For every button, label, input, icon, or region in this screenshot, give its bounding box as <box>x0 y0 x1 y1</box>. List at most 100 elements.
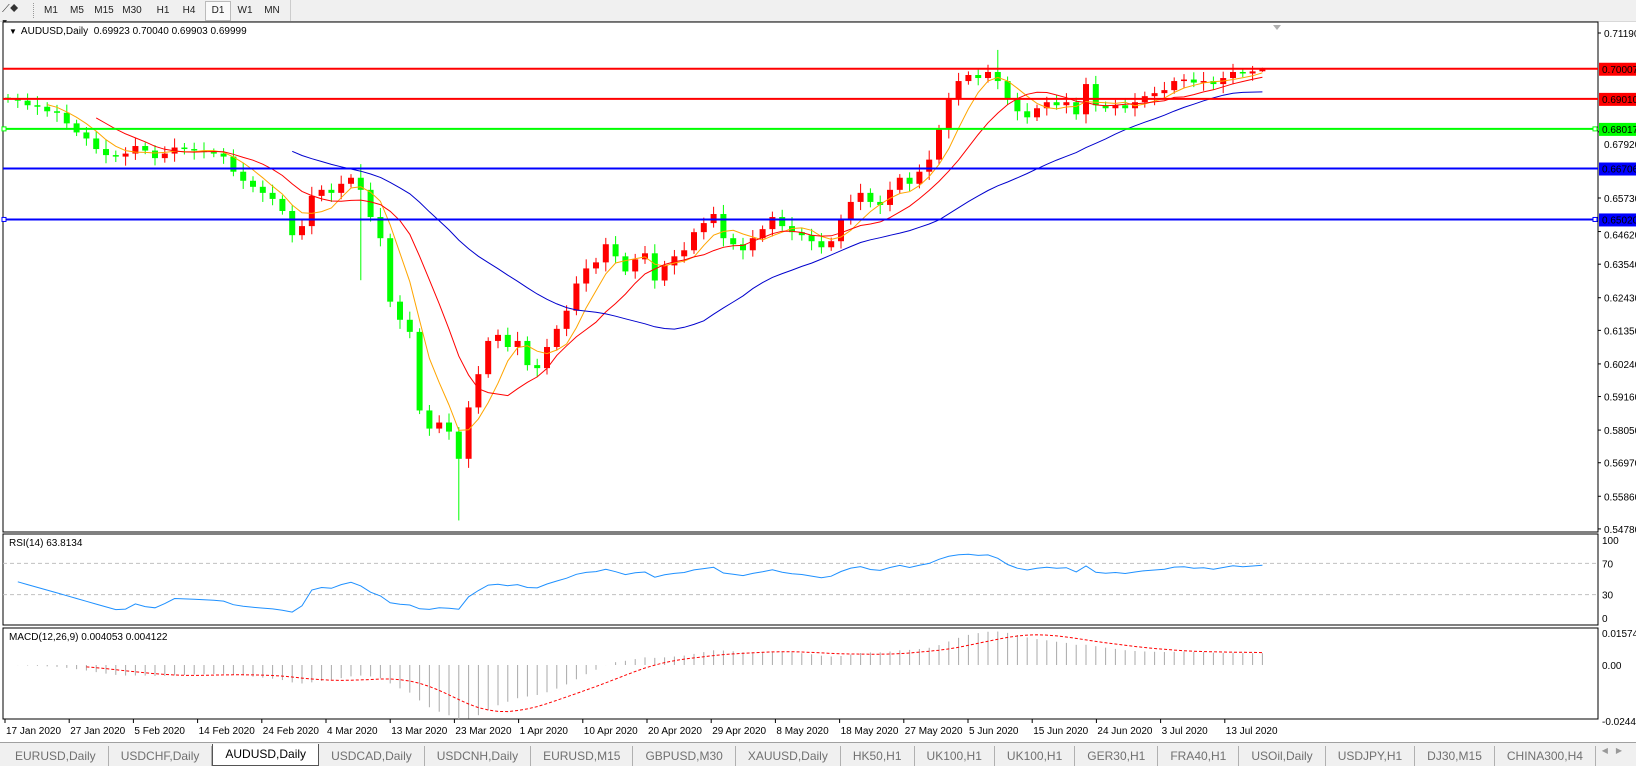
main-panel <box>2 21 1599 533</box>
candle-body <box>485 340 492 375</box>
candle <box>406 311 413 339</box>
tab-ger30-h1[interactable]: GER30,H1 <box>1075 746 1159 766</box>
candle-body <box>279 198 286 211</box>
candle-body <box>24 100 31 106</box>
tab-usdcad-daily[interactable]: USDCAD,Daily <box>319 746 425 766</box>
date-axis-label: 27 Jan 2020 <box>70 726 125 737</box>
date-axis-label: 3 Jul 2020 <box>1162 726 1209 737</box>
candle <box>573 276 580 316</box>
candle-body <box>1122 105 1129 109</box>
timeframe-h4-button[interactable]: H4 <box>182 5 196 16</box>
candle <box>455 427 462 521</box>
candle-body <box>955 81 962 100</box>
tab-usdchf-daily[interactable]: USDCHF,Daily <box>109 746 213 766</box>
macd-panel <box>2 627 1599 720</box>
chart-shift-marker-icon <box>1273 25 1281 30</box>
candle-body <box>1151 93 1158 97</box>
tab-eurusd-m15[interactable]: EURUSD,M15 <box>531 746 634 766</box>
candle-body <box>1043 102 1050 109</box>
scroll-right-icon[interactable]: ▶ <box>1615 746 1630 755</box>
candle-body <box>622 256 629 272</box>
candle <box>377 207 384 247</box>
candle <box>583 259 590 292</box>
candle-body <box>426 410 433 429</box>
candle-body <box>240 171 247 181</box>
candle <box>965 71 972 85</box>
collapse-triangle-icon[interactable]: ▼ <box>9 27 17 36</box>
candle-body <box>465 407 472 459</box>
tab-gbpusd-m30[interactable]: GBPUSD,M30 <box>633 746 736 766</box>
candle <box>632 253 639 279</box>
candle <box>465 401 472 468</box>
candle <box>504 327 511 352</box>
date-axis-label: 4 Mar 2020 <box>327 726 378 737</box>
date-axis-label: 24 Feb 2020 <box>263 726 320 737</box>
candle-body <box>877 201 884 205</box>
candle <box>348 174 354 188</box>
timeframe-mn-button[interactable]: MN <box>264 5 280 16</box>
toolbar-grip[interactable] <box>33 3 36 18</box>
candle-body <box>495 334 501 341</box>
candle <box>651 244 658 289</box>
moving-average-30 <box>292 91 1263 330</box>
candle <box>308 186 315 235</box>
candle <box>112 150 119 163</box>
tab-fra40-h1[interactable]: FRA40,H1 <box>1158 746 1240 766</box>
candle-body <box>259 186 266 193</box>
candle-body <box>1230 71 1236 79</box>
tab-usdcnh-daily[interactable]: USDCNH,Daily <box>425 746 532 766</box>
candle-body <box>1171 81 1178 91</box>
candle <box>602 237 609 272</box>
candle <box>1200 71 1207 91</box>
candle-body <box>1112 105 1119 109</box>
tab-audusd-daily[interactable]: AUDUSD,Daily <box>212 744 320 766</box>
tab-hk50-h1[interactable]: HK50,H1 <box>841 746 915 766</box>
candles <box>5 49 1266 521</box>
tab-scroll-buttons[interactable]: ◀▶ <box>1602 746 1630 755</box>
tab-china300-h4[interactable]: CHINA300,H4 <box>1495 746 1596 766</box>
candle <box>387 233 394 308</box>
timeframe-w1-button[interactable]: W1 <box>237 5 253 16</box>
tab-xauusd-daily[interactable]: XAUUSD,Daily <box>736 746 841 766</box>
timeframe-m15-button[interactable]: M15 <box>94 5 114 16</box>
tab-dj30-m15[interactable]: DJ30,M15 <box>1415 746 1495 766</box>
candle-body <box>789 226 795 233</box>
date-axis-label: 5 Feb 2020 <box>134 726 185 737</box>
candle-body <box>1181 79 1187 82</box>
candle-body <box>397 301 403 320</box>
date-axis-label: 10 Apr 2020 <box>584 726 638 737</box>
tab-eurusd-daily[interactable]: EURUSD,Daily <box>3 746 109 766</box>
candle-body <box>1073 102 1080 115</box>
tab-usoil-daily[interactable]: USOil,Daily <box>1239 746 1326 766</box>
candle-body <box>534 365 541 369</box>
price-label-box <box>1599 122 1636 136</box>
price-label-box <box>1599 62 1636 76</box>
scroll-left-icon[interactable]: ◀ <box>1601 746 1616 755</box>
candle <box>191 142 198 160</box>
candle <box>83 126 90 146</box>
candle-body <box>83 132 90 139</box>
candle <box>24 93 31 110</box>
timeframe-h1-button[interactable]: H1 <box>156 5 170 16</box>
tab-usdjpy-h1[interactable]: USDJPY,H1 <box>1326 746 1416 766</box>
candle-body <box>504 334 511 347</box>
macd-axis-label: 0.00 <box>1602 661 1622 672</box>
date-axis-label: 8 May 2020 <box>776 726 829 737</box>
price-label-box <box>1599 213 1636 227</box>
date-axis-label: 15 Jun 2020 <box>1033 726 1088 737</box>
date-axis-label: 13 Jul 2020 <box>1226 726 1278 737</box>
candle <box>945 92 952 139</box>
candle-body <box>838 220 844 242</box>
candle-body <box>681 250 688 257</box>
tab-uk100-h1[interactable]: UK100,H1 <box>915 746 995 766</box>
timeframe-d1-button[interactable]: D1 <box>205 1 231 21</box>
timeframe-m5-button[interactable]: M5 <box>70 5 84 16</box>
timeframe-m30-button[interactable]: M30 <box>122 5 142 16</box>
candle-body <box>642 253 648 260</box>
timeframe-m1-button[interactable]: M1 <box>44 5 58 16</box>
tab-uk100-h1[interactable]: UK100,H1 <box>995 746 1076 766</box>
candle <box>514 331 521 356</box>
